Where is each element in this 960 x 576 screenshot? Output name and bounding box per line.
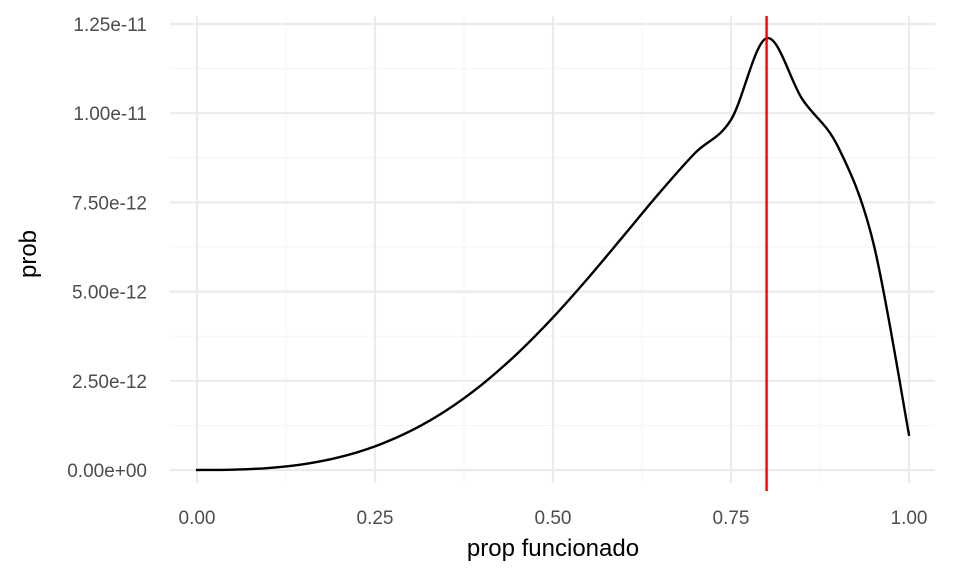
x-tick-label-0: 0.00	[179, 508, 216, 529]
y-axis-title: prob	[15, 230, 42, 278]
y-tick-labels: 0.00e+00 2.50e-12 5.00e-12 7.50e-12 1.00e-11…	[67, 15, 147, 482]
y-tick-label-5: 1.25e-11	[73, 15, 147, 36]
y-tick-label-0: 0.00e+00	[67, 461, 147, 482]
grid-major	[170, 16, 935, 483]
y-tick-label-3: 7.50e-12	[72, 193, 147, 214]
x-tick-label-3: 0.75	[713, 508, 750, 529]
x-tick-label-4: 1.00	[891, 508, 928, 529]
x-tick-labels: 0.00 0.25 0.50 0.75 1.00	[179, 508, 928, 529]
y-tick-label-1: 2.50e-12	[72, 372, 147, 393]
x-tick-label-2: 0.50	[535, 508, 572, 529]
series-layer	[195, 37, 911, 472]
probability-curve	[195, 37, 911, 472]
y-tick-label-2: 5.00e-12	[72, 283, 147, 304]
x-axis-title: prop funcionado	[467, 535, 639, 562]
y-tick-label-4: 1.00e-11	[73, 104, 147, 125]
x-tick-label-1: 0.25	[357, 508, 394, 529]
